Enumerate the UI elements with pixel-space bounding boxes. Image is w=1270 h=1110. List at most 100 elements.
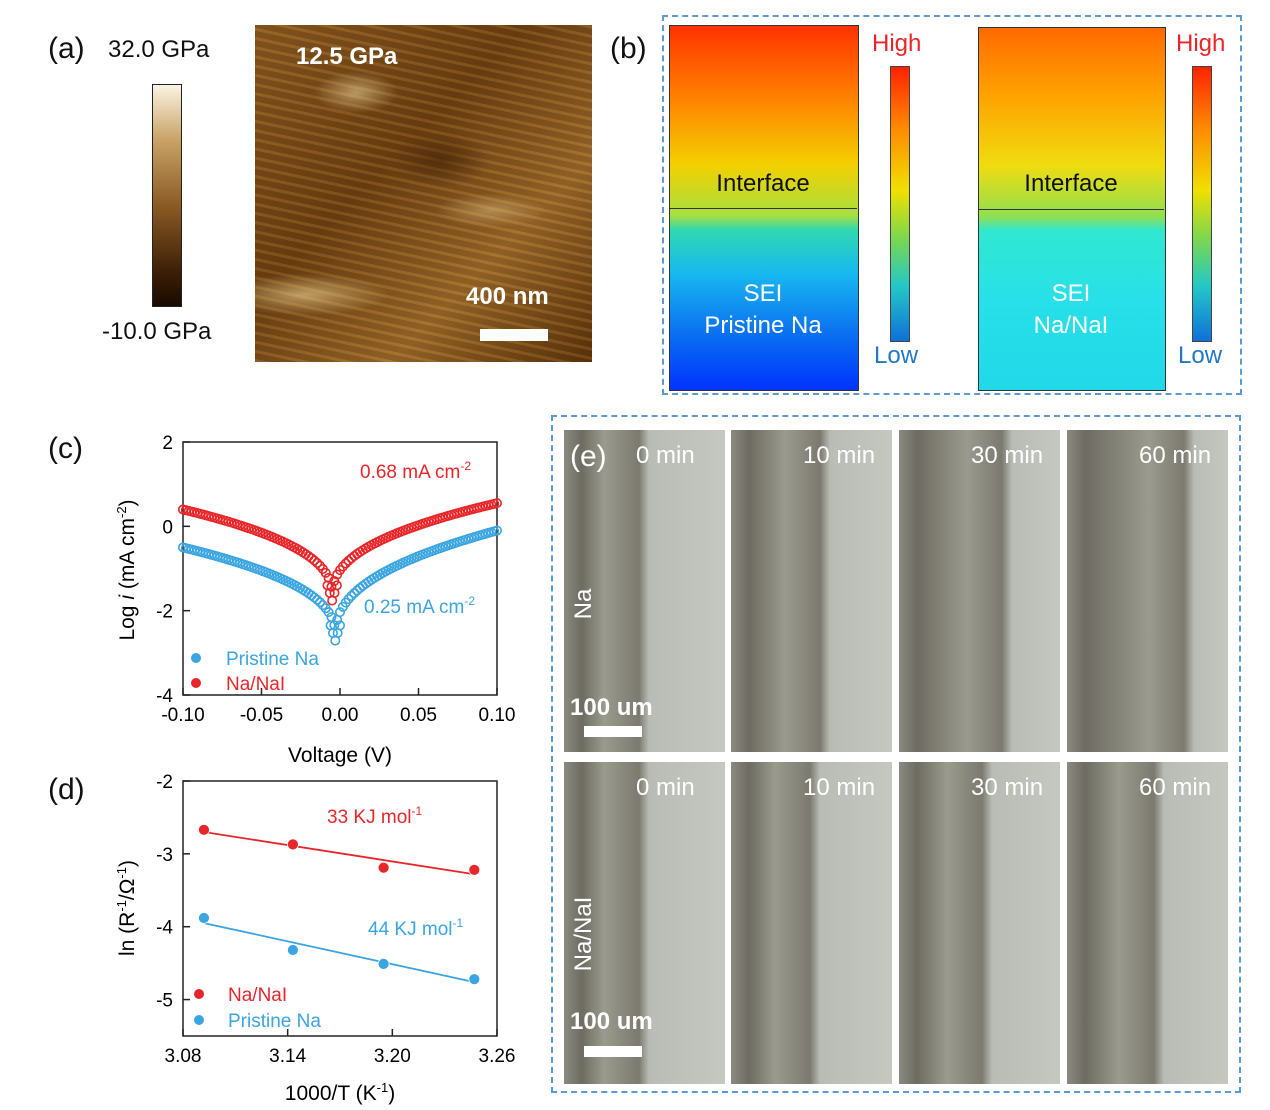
x-tick-label: 0.10 [479,705,516,726]
x-axis-label: 1000/T (K-1) [285,1080,395,1105]
annotation-nanai-ea: 33 KJ mol-1 [327,804,422,828]
row-label: Na/NaI [570,896,597,972]
data-point [309,592,320,603]
data-point [198,823,210,836]
low-label-left: Low [874,342,919,369]
interface-label-right: Interface [1024,170,1118,197]
fit-line [203,831,475,876]
optical-image [564,762,725,1084]
data-point [468,973,481,986]
data-point [323,572,334,583]
optical-image [731,762,892,1084]
x-tick-label: 3.14 [269,1046,306,1067]
annotation-pristine-current: 0.25 mA cm-2 [364,594,475,618]
high-label-left: High [872,30,922,57]
data-point [286,944,299,956]
panel-label-a: (a) [48,32,85,65]
data-point [286,838,299,851]
sei-name-left: Pristine Na [704,312,822,339]
optical-image [899,430,1060,752]
y-tick-label: 2 [162,433,173,454]
interface-line-left [669,208,857,209]
data-point [198,912,210,924]
panel-label-c: (c) [48,432,83,465]
y-tick-label: -5 [156,991,173,1012]
interface-line-right [978,209,1164,210]
data-point [306,553,317,564]
panel-e-frame [551,415,1241,1093]
y-tick-label: -4 [156,918,173,939]
sei-name-right: Na/NaI [1033,312,1109,339]
colorbar-min-label: -10.0 GPa [102,318,212,345]
data-point [377,861,390,874]
optical-image [1067,430,1228,752]
data-point [320,567,331,578]
data-point [343,594,354,605]
heat-colorbar-left [890,66,910,342]
legend-label-nanai: Na/NaI [226,674,285,695]
annotation-nanai-current: 0.68 mA cm-2 [360,459,471,483]
data-point [491,498,502,509]
scale-bar-label: 100 um [570,1008,653,1035]
optical-image [564,430,725,752]
data-point [491,525,502,536]
optical-image [1067,762,1228,1084]
x-tick-label: 0.00 [322,705,359,726]
data-point [317,600,328,611]
x-tick-label: -0.05 [240,705,283,726]
optical-image [899,762,1060,1084]
x-axis-label: Voltage (V) [288,744,392,767]
data-point [323,607,334,618]
afm-colorbar [152,84,182,307]
data-point [312,594,323,605]
legend-label-pristine: Pristine Na [228,1011,321,1032]
data-point [334,620,345,631]
time-label: 10 min [803,774,876,801]
legend-label-nanai: Na/NaI [228,985,287,1006]
x-tick-label: -0.10 [161,705,204,726]
data-point [334,607,345,618]
panel-label-b: (b) [610,32,647,65]
y-tick-label: -3 [156,845,173,866]
legend-label-pristine: Pristine Na [226,649,319,670]
time-label: 60 min [1139,442,1212,469]
y-tick-label: -2 [156,772,173,793]
x-tick-label: 0.05 [400,705,437,726]
time-label: 30 min [971,774,1044,801]
panel-b-frame [662,15,1242,395]
low-label-right: Low [1178,342,1223,369]
legend-marker-nanai [191,678,201,688]
legend-marker-pristine [191,653,201,663]
time-label: 30 min [971,442,1044,469]
scale-bar-label: 100 um [570,694,653,721]
data-point [315,597,326,608]
data-point [312,557,323,568]
legend-marker-nanai [194,989,204,999]
optical-image [731,430,892,752]
y-tick-label: -2 [156,602,173,623]
y-axis-label: ln (R-1/Ω-1) [114,860,139,956]
high-label-right: High [1176,30,1226,57]
interface-label-left: Interface [716,170,810,197]
afm-scale-label: 400 nm [466,283,549,310]
arrhenius-chart: 3.08 3.14 3.20 3.26 -2 -3 -4 -5 1000/T (K-1) ln… [114,772,516,1105]
data-point [340,558,351,569]
y-tick-label: 0 [162,517,173,538]
data-point [315,560,326,571]
plot-frame [182,780,498,1037]
data-point [309,555,320,566]
x-tick-label: 3.08 [165,1046,202,1067]
data-point [346,590,357,601]
legend-marker-pristine [194,1015,204,1025]
time-label: 0 min [636,442,695,469]
data-point [377,957,390,970]
sei-label-left: SEI [743,280,783,307]
data-point [337,561,348,572]
time-label: 60 min [1139,774,1212,801]
x-tick-label: 3.20 [374,1046,411,1067]
x-tick-label: 3.26 [479,1046,516,1067]
scale-bar [584,1046,642,1057]
y-axis-label: Log i (mA cm-2) [114,499,139,640]
annotation-pristine-ea: 44 KJ mol-1 [368,916,463,940]
time-label: 10 min [803,442,876,469]
